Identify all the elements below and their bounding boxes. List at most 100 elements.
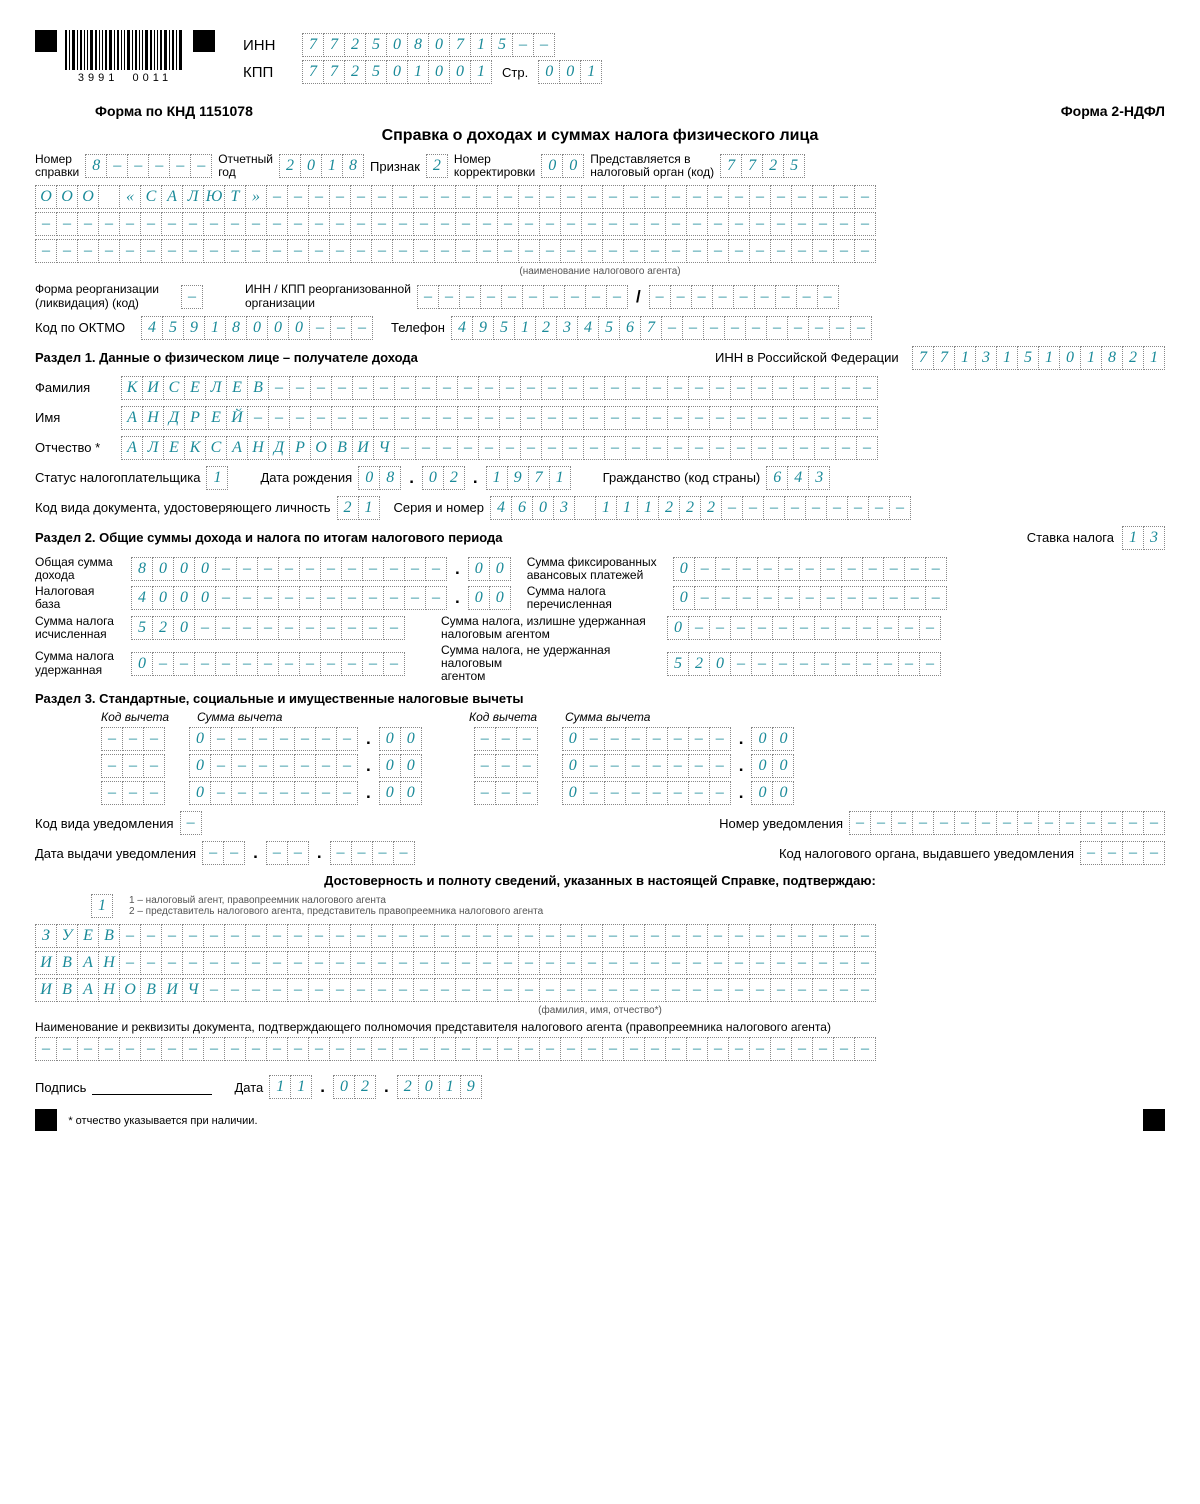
year-label: Отчетныйгод [218, 153, 273, 179]
confirm-code: 1 [91, 894, 113, 918]
s3c2: Сумма вычета [197, 710, 397, 724]
fio-note: (фамилия, имя, отчество*) [35, 1005, 1165, 1016]
s2r3rv: 0–––––––––––– [667, 616, 941, 640]
marker-tl2 [193, 30, 215, 52]
ser: 4603111222––––––––– [490, 496, 911, 520]
s2r2l: Налоговаябаза [35, 585, 125, 611]
notif-date-label: Дата выдачи уведомления [35, 846, 196, 861]
s3c1: Код вычета [101, 710, 191, 724]
s2r1rv: 0–––––––––––– [673, 557, 947, 581]
reorg-label: Форма реорганизации(ликвидация) (код) [35, 283, 175, 309]
citizen: 643 [766, 466, 830, 490]
name: АНДРЕЙ–––––––––––––––––––––––––––––– [121, 406, 878, 430]
inn-rf-label: ИНН в Российской Федерации [715, 350, 899, 365]
notif-y: –––– [330, 841, 415, 865]
inn-label: ИНН [243, 37, 288, 54]
tax-form-page: 3991 001 1 ИНН 7725080715–– КПП 772501001… [0, 0, 1200, 1504]
s2r2v: 4000––––––––––– [131, 586, 447, 610]
dob-label: Дата рождения [260, 470, 352, 485]
conf-fam: ЗУЕВ–––––––––––––––––––––––––––––––––––– [35, 924, 876, 948]
organ-label: Представляется вналоговый орган (код) [590, 153, 714, 179]
agent-note: (наименование налогового агента) [35, 266, 1165, 277]
ser-label: Серия и номер [394, 500, 484, 515]
s2r1rl: Сумма фиксированныхавансовых платежей [527, 556, 667, 582]
date-y: 2019 [397, 1075, 482, 1099]
s2r2rv: 0–––––––––––– [673, 586, 947, 610]
dob-y: 1971 [486, 466, 571, 490]
korr-label: Номеркорректировки [454, 153, 535, 179]
s3-header: Раздел 3. Стандартные, социальные и имущ… [35, 691, 1165, 706]
marker-bl [35, 1109, 57, 1131]
priznak-cells: 2 [426, 154, 448, 178]
s2r3v: 520–––––––––– [131, 616, 405, 640]
notif-d: –– [202, 841, 245, 865]
s3-rows: –––0–––––––.00–––0–––––––.00–––0–––––––.… [35, 727, 1165, 805]
s3c4: Сумма вычета [565, 710, 650, 724]
barcode-l: 3991 [78, 72, 118, 84]
page-label: Стр. [502, 65, 528, 80]
kpp-cells: 772501001 [302, 60, 492, 84]
date-m: 02 [333, 1075, 376, 1099]
agent-r1: –––––––––––––––––––––––––––––––––––––––– [35, 212, 876, 236]
notif-m: –– [266, 841, 309, 865]
s2r4l: Сумма налогаудержанная [35, 650, 125, 676]
s3c3: Код вычета [469, 710, 559, 724]
rate: 13 [1122, 526, 1165, 550]
s2r1l: Общая суммадохода [35, 556, 125, 582]
year-cells: 2018 [279, 154, 364, 178]
reorg-val: – [181, 285, 203, 309]
doc-label: Код вида документа, удостоверяющего личн… [35, 500, 331, 515]
sign-label: Подпись [35, 1080, 86, 1095]
notif-num-label: Номер уведомления [719, 816, 843, 831]
conf-doc-label: Наименование и реквизиты документа, подт… [35, 1020, 831, 1034]
fam-label: Фамилия [35, 380, 115, 395]
s1-header: Раздел 1. Данные о физическом лице – пол… [35, 350, 418, 365]
doc-title: Справка о доходах и суммах налога физиче… [35, 127, 1165, 145]
s2r2k: 00 [468, 586, 511, 610]
s2r4rv: 520–––––––––– [667, 652, 941, 676]
fam: КИСЕЛЕВ––––––––––––––––––––––––––––– [121, 376, 878, 400]
page-cells: 001 [538, 60, 602, 84]
form-name: Форма 2-НДФЛ [1061, 103, 1165, 119]
sign-line [92, 1080, 212, 1095]
marker-br [1143, 1109, 1165, 1131]
korr-cells: 00 [541, 154, 584, 178]
rate-label: Ставка налога [1027, 530, 1114, 545]
s2r4v: 0–––––––––––– [131, 652, 405, 676]
conf-name: ИВАН–––––––––––––––––––––––––––––––––––– [35, 951, 876, 975]
reorg-kpp: ––––––––– [649, 285, 839, 309]
confirm-note: 1 – налоговый агент, правопреемник налог… [129, 895, 543, 917]
s2r3l: Сумма налогаисчисленная [35, 615, 125, 641]
s2r3rl: Сумма налога, излишне удержаннаяналоговы… [441, 615, 661, 641]
kpp-label: КПП [243, 64, 288, 81]
notif-type: – [180, 811, 202, 835]
s2r4rl: Сумма налога, не удержанная налоговымаге… [441, 644, 661, 684]
date-label: Дата [234, 1080, 263, 1095]
oktmo-label: Код по ОКТМО [35, 320, 135, 335]
otch: АЛЕКСАНДРОВИЧ––––––––––––––––––––––– [121, 436, 878, 460]
oktmo-cells: 45918000––– [141, 316, 373, 340]
priznak-label: Признак [370, 159, 420, 174]
footnote: * отчество указывается при наличии. [68, 1115, 257, 1127]
agent-name-block: ООО«САЛЮТ»––––––––––––––––––––––––––––– … [35, 185, 1165, 263]
num-label: Номерсправки [35, 153, 79, 179]
inn-cells: 7725080715–– [302, 33, 555, 57]
marker-tl [35, 30, 57, 52]
num-cells: 8––––– [85, 154, 212, 178]
notif-type-label: Код вида уведомления [35, 816, 174, 831]
form-knd: Форма по КНД 1151078 [95, 103, 253, 119]
reorg-inn: –––––––––– [417, 285, 628, 309]
header-row: 3991 0011 ИНН 7725080715–– КПП 772501001… [35, 30, 1165, 87]
notif-num: ––––––––––––––– [849, 811, 1165, 835]
otch-label: Отчество * [35, 440, 115, 455]
status-label: Статус налогоплательщика [35, 470, 200, 485]
notif-organ-label: Код налогового органа, выдавшего уведомл… [779, 846, 1074, 861]
conf-doc: –––––––––––––––––––––––––––––––––––––––– [35, 1037, 876, 1061]
confirm-title: Достоверность и полноту сведений, указан… [35, 873, 1165, 888]
dob-m: 02 [422, 466, 465, 490]
inn-rf: 771315101821 [912, 346, 1165, 370]
name-label: Имя [35, 410, 115, 425]
tel-cells: 4951234567–––––––––– [451, 316, 872, 340]
s2r1v: 8000––––––––––– [131, 557, 447, 581]
dob-d: 08 [358, 466, 401, 490]
